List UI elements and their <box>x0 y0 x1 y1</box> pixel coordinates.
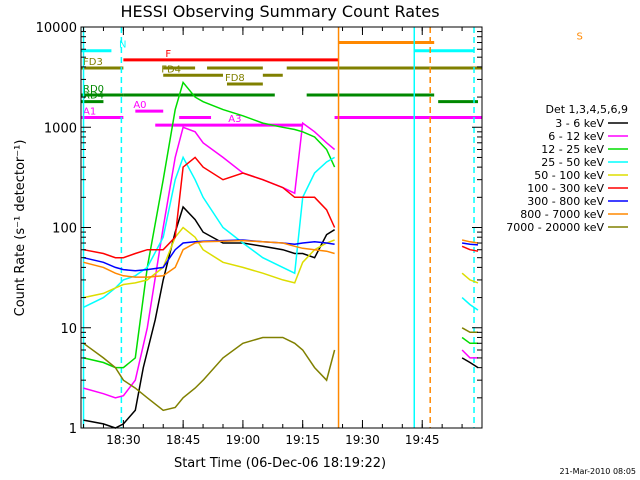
flag-label: N <box>119 40 126 51</box>
series-line <box>83 205 335 429</box>
series-line <box>83 156 336 259</box>
footer-timestamp: 21-Mar-2010 08:05 <box>560 467 637 476</box>
series-line-after-gap <box>461 297 479 311</box>
legend-item: 25 - 50 keV <box>541 156 628 169</box>
series-line <box>83 336 336 412</box>
legend-item: 100 - 300 keV <box>527 182 628 195</box>
series-line-after-gap <box>461 357 479 369</box>
x-axis-ticks: 18:30 18:45 19:00 19:15 19:30 19:45 <box>83 27 483 447</box>
legend-item: 800 - 7000 keV <box>520 208 628 221</box>
x-tick-label: 19:45 <box>405 433 440 447</box>
x-axis-label: Start Time (06-Dec-06 18:19:22) <box>174 456 386 471</box>
legend-label: 25 - 50 keV <box>541 156 604 169</box>
legend-item: 3 - 6 keV <box>555 117 628 130</box>
flag-label: FD3 <box>83 57 103 68</box>
legend-item: 6 - 12 keV <box>548 130 628 143</box>
y-axis-ticks: 1 10 100 1000 10000 <box>36 21 482 437</box>
legend-title: Det 1,3,4,5,6,9 <box>545 103 628 116</box>
y-tick-label: 100 <box>52 222 77 237</box>
flag-label: A0 <box>133 100 146 111</box>
x-tick-label: 19:00 <box>226 433 261 447</box>
vertical-markers <box>82 27 475 428</box>
series-line <box>83 226 335 299</box>
chart-title: HESSI Observing Summary Count Rates <box>120 2 439 21</box>
legend-label: 3 - 6 keV <box>555 117 604 130</box>
flag-label: F <box>165 49 171 60</box>
legend-label: 12 - 25 keV <box>541 143 604 156</box>
legend-item: 7000 - 20000 keV <box>506 221 628 234</box>
series-lines <box>83 80 479 429</box>
legend-label: 7000 - 20000 keV <box>506 221 604 234</box>
x-tick-label: 18:45 <box>166 433 201 447</box>
flag-label: FD8 <box>225 73 245 84</box>
y-axis-label: Count Rate (s⁻¹ detector⁻¹) <box>13 140 28 317</box>
y-tick-label: 10 <box>60 322 77 337</box>
series-line-after-gap <box>461 239 479 244</box>
legend-item: 12 - 25 keV <box>541 143 628 156</box>
series-line-after-gap <box>461 272 479 284</box>
legend-item: 300 - 800 keV <box>527 195 628 208</box>
series-line-after-gap <box>461 242 479 246</box>
flag-label: RD4 <box>83 91 104 102</box>
series-line <box>83 155 335 308</box>
series-line-after-gap <box>461 245 479 252</box>
flag-label: RD0 <box>83 84 104 95</box>
series-line <box>83 239 335 272</box>
legend-label: 6 - 12 keV <box>548 130 604 143</box>
legend-label: 50 - 100 keV <box>534 169 604 182</box>
series-line-after-gap <box>461 327 478 334</box>
legend-item: 50 - 100 keV <box>534 169 628 182</box>
y-tick-label: 10000 <box>36 21 77 36</box>
series-line <box>83 239 335 278</box>
plot-frame <box>80 26 483 429</box>
flag-label: S <box>577 32 583 43</box>
legend-label: 300 - 800 keV <box>527 195 604 208</box>
series-line-after-gap <box>461 349 478 359</box>
x-tick-label: 19:15 <box>285 433 320 447</box>
series-line <box>83 80 336 369</box>
legend-label: 800 - 7000 keV <box>520 208 604 221</box>
flag-label: FD4 <box>161 64 181 75</box>
flag-label: A1 <box>83 107 96 118</box>
y-tick-label: 1 <box>69 422 77 437</box>
legend-label: 100 - 300 keV <box>527 182 604 195</box>
flag-label: A3 <box>228 114 241 125</box>
y-tick-label: 1000 <box>44 121 77 136</box>
x-tick-label: 19:30 <box>345 433 380 447</box>
x-tick-label: 18:30 <box>106 433 141 447</box>
series-line-after-gap <box>461 336 478 345</box>
series-line <box>83 121 336 399</box>
